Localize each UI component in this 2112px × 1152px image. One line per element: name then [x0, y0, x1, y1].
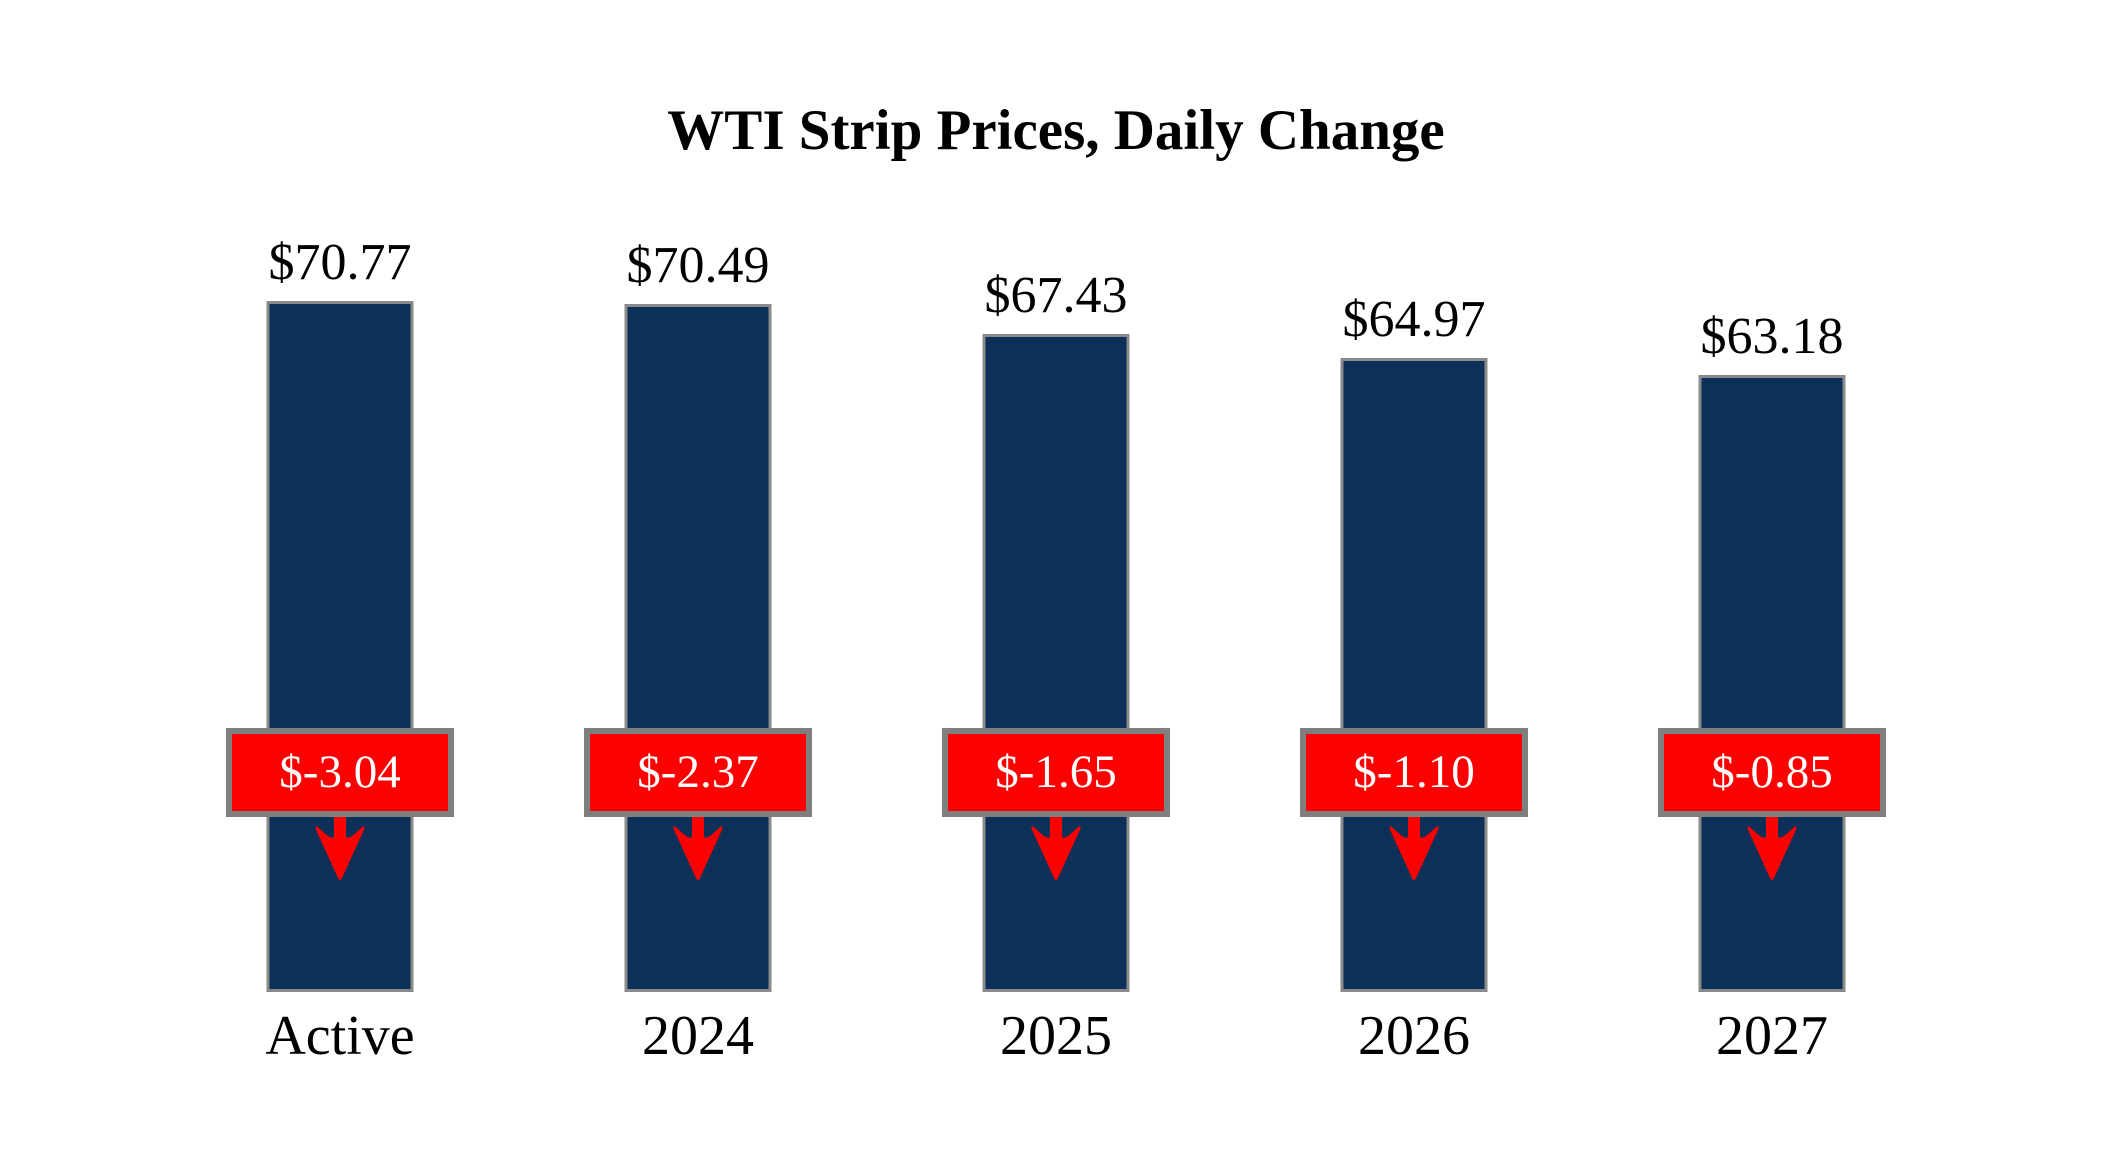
bar-value-label: $64.97 — [1342, 291, 1486, 348]
change-badge-label: $-1.65 — [995, 746, 1117, 798]
change-badge: $-0.85 — [1658, 728, 1886, 817]
x-axis-label: 2024 — [642, 1005, 754, 1067]
x-axis-label: 2027 — [1716, 1005, 1828, 1067]
bar-value-label: $67.43 — [984, 267, 1128, 324]
bar — [1340, 358, 1488, 992]
bar-value-label: $70.49 — [626, 237, 770, 294]
bar-group: $64.97 $-1.10 2026 — [1235, 180, 1593, 1080]
bar — [1698, 375, 1846, 992]
change-badge: $-1.65 — [942, 728, 1170, 817]
bar-value-label: $63.18 — [1700, 308, 1844, 365]
bar-chart: $70.77 $-3.04 Active $70.49 $-2.37 2024 … — [0, 180, 2112, 1080]
bar-group: $70.77 $-3.04 Active — [161, 180, 519, 1080]
bar-group: $63.18 $-0.85 2027 — [1593, 180, 1951, 1080]
change-badge: $-2.37 — [584, 728, 812, 817]
down-arrow-icon — [1031, 817, 1081, 880]
down-arrow-icon — [1747, 817, 1797, 880]
change-badge-label: $-2.37 — [637, 746, 759, 798]
change-badge: $-3.04 — [226, 728, 454, 817]
change-badge-label: $-0.85 — [1711, 746, 1833, 798]
change-badge-label: $-3.04 — [279, 746, 401, 798]
bar — [266, 301, 414, 992]
bar — [624, 304, 772, 992]
change-badge-label: $-1.10 — [1353, 746, 1475, 798]
chart-title: WTI Strip Prices, Daily Change — [667, 99, 1445, 162]
change-badge: $-1.10 — [1300, 728, 1528, 817]
down-arrow-icon — [315, 817, 365, 880]
x-axis-label: 2026 — [1358, 1005, 1470, 1067]
x-axis-label: 2025 — [1000, 1005, 1112, 1067]
bar-group: $67.43 $-1.65 2025 — [877, 180, 1235, 1080]
bar-value-label: $70.77 — [268, 234, 412, 291]
down-arrow-icon — [1389, 817, 1439, 880]
bar — [982, 334, 1130, 992]
x-axis-label: Active — [265, 1005, 415, 1067]
down-arrow-icon — [673, 817, 723, 880]
bar-group: $70.49 $-2.37 2024 — [519, 180, 877, 1080]
